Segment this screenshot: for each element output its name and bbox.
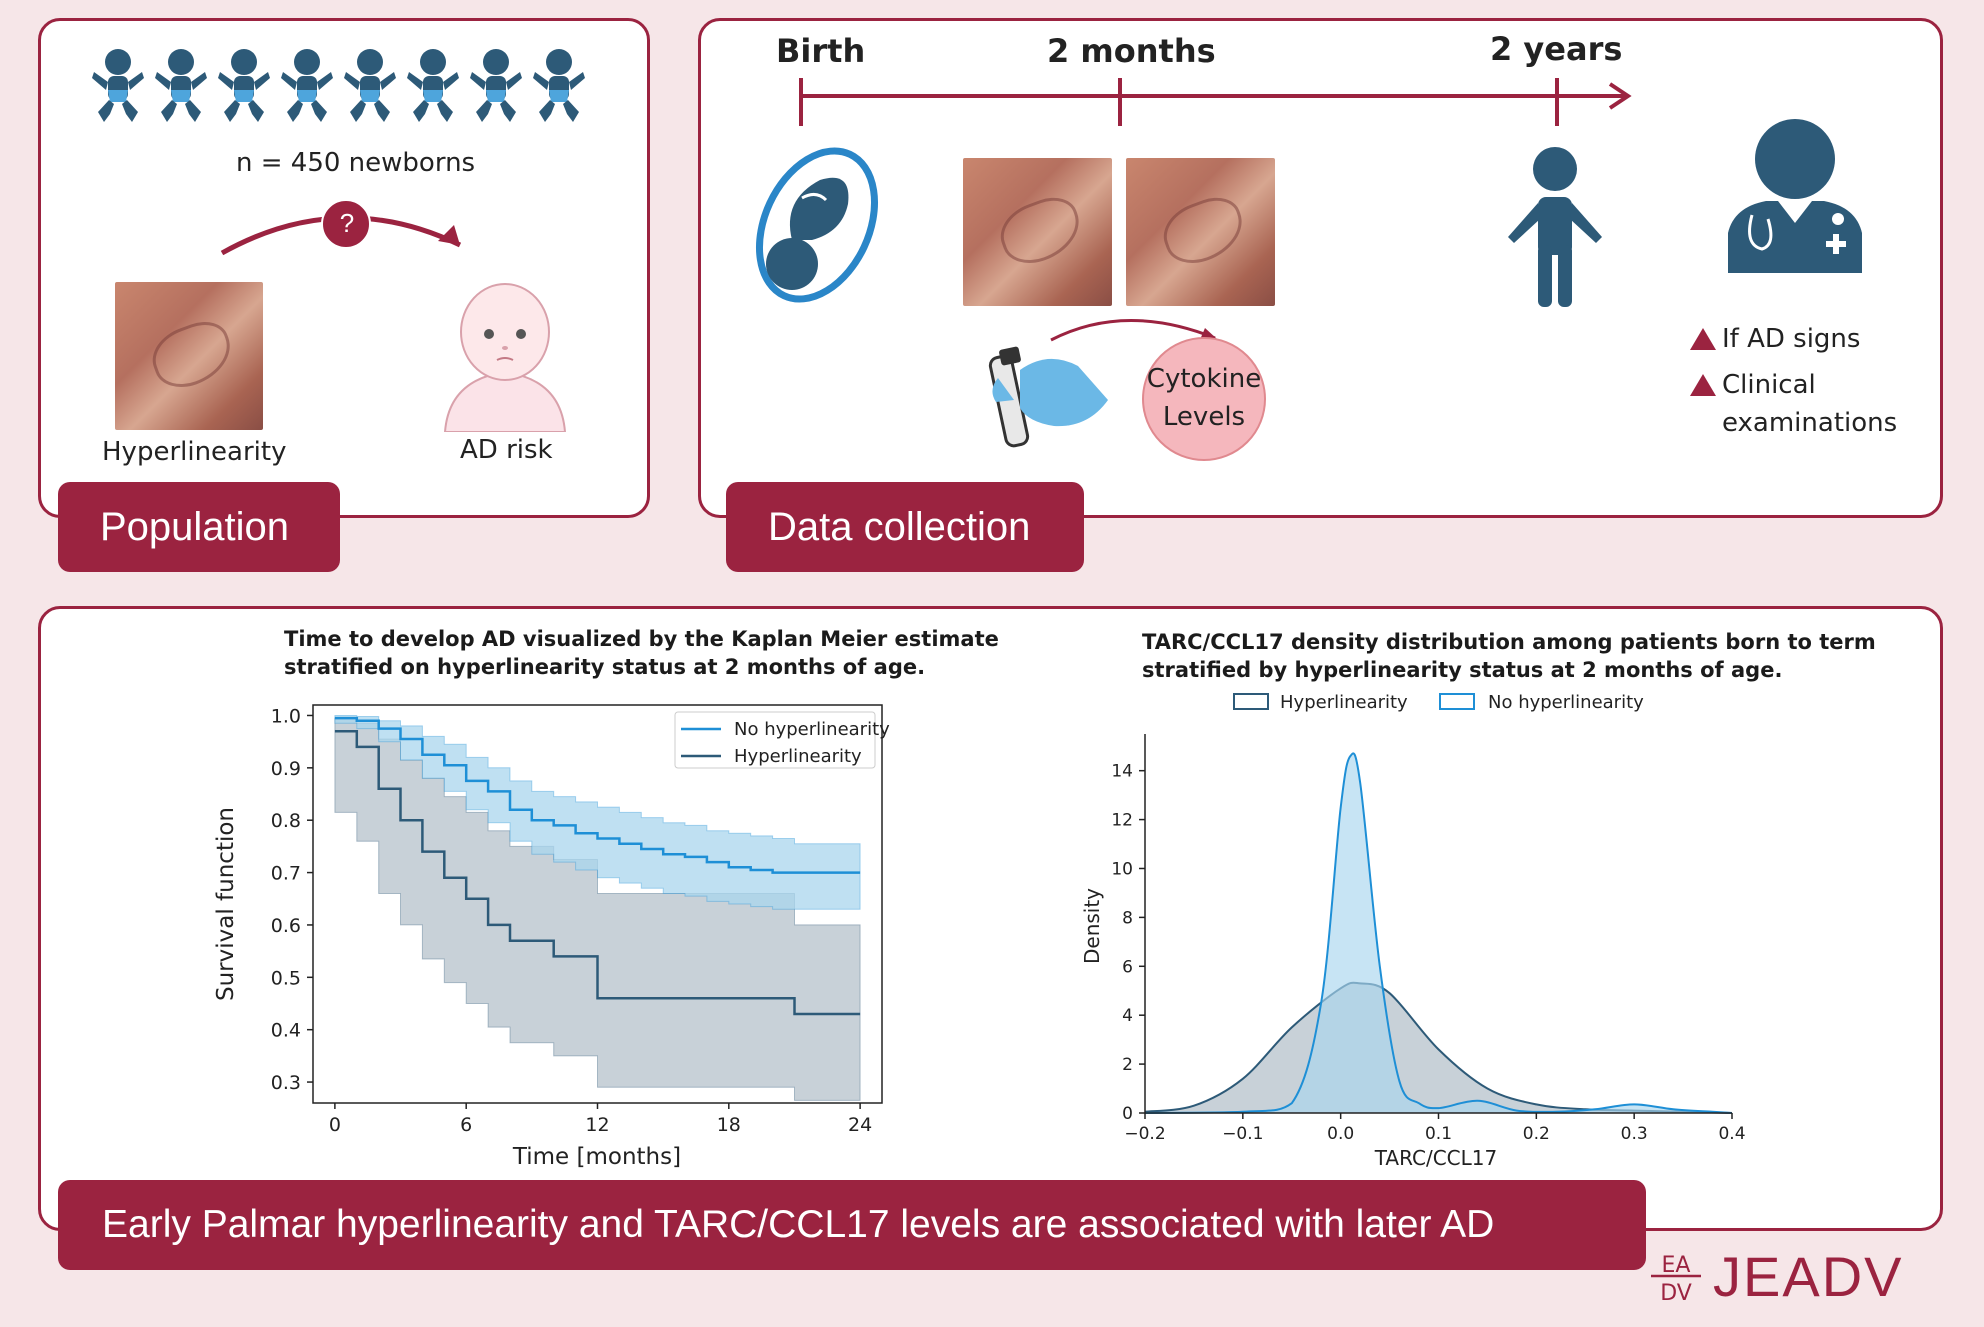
- density-xtick-label: 0.0: [1327, 1124, 1354, 1144]
- newborns-icon-row: [92, 49, 585, 122]
- logo-mark-top: EA: [1662, 1253, 1691, 1278]
- sample-size-label: n = 450 newborns: [236, 148, 476, 178]
- km-chart-title-line1: Time to develop AD visualized by the Kap…: [284, 627, 999, 651]
- km-chart-title-line2: stratified on hyperlinearity status at 2…: [284, 655, 926, 679]
- risk-arrow: [220, 199, 462, 256]
- timeline-label-birth: Birth: [776, 32, 866, 70]
- km-ytick-label: 0.7: [271, 863, 301, 885]
- km-chart: 1.0 0.9 0.8 0.7 0.6 0.5 0.4 0.3 0 6 12 18 24 Time […: [213, 704, 890, 1170]
- km-ytick-label: 0.6: [271, 915, 301, 937]
- jeadv-logo-text: JEADV: [1713, 1245, 1904, 1308]
- km-ytick-label: 0.4: [271, 1020, 301, 1042]
- km-series-line: [334, 729, 861, 1016]
- palm-photo-right: [1126, 158, 1275, 306]
- km-ytick-label: 0.8: [271, 810, 301, 832]
- density-xtick-label: −0.2: [1124, 1124, 1165, 1144]
- doctor-icon: [1728, 119, 1862, 273]
- density-chart-title-line1: TARC/CCL17 density distribution among pa…: [1142, 630, 1876, 654]
- km-legend-label-hyperlinearity: Hyperlinearity: [734, 746, 862, 767]
- km-xtick-label: 0: [329, 1114, 341, 1136]
- density-area: [1145, 982, 1732, 1113]
- km-ytick-label: 1.0: [271, 705, 301, 727]
- km-xtick-label: 24: [848, 1114, 872, 1136]
- population-tab: Population: [58, 482, 340, 572]
- child-icon: [1508, 147, 1602, 307]
- cytokine-label-line2: Levels: [1162, 402, 1246, 432]
- density-chart-title-line2: stratified by hyperlinearity status at 2…: [1142, 658, 1783, 682]
- timeline-label-2-months: 2 months: [1047, 32, 1216, 70]
- timeline-label-2-years: 2 years: [1490, 30, 1623, 68]
- note-triangle-icon-1: [1690, 328, 1716, 350]
- km-xtick-label: 18: [717, 1114, 741, 1136]
- question-mark: ?: [339, 208, 355, 238]
- density-legend-label-no-hyperlinearity: No hyperlinearity: [1488, 692, 1644, 713]
- density-xtick-label: 0.4: [1718, 1124, 1745, 1144]
- logo-mark-bottom: DV: [1660, 1281, 1692, 1306]
- hyperlinearity-label: Hyperlinearity: [102, 437, 287, 467]
- km-ytick-label: 0.5: [271, 967, 301, 989]
- density-ytick-label: 2: [1122, 1055, 1133, 1075]
- density-ytick-label: 8: [1122, 908, 1133, 928]
- infant-face-icon: [443, 283, 567, 432]
- note-triangle-icon-2: [1690, 374, 1716, 396]
- density-xtick-label: 0.3: [1621, 1124, 1648, 1144]
- note-examinations: examinations: [1722, 408, 1898, 438]
- density-chart: Hyperlinearity No hyperlinearity 0 2 4 6 8 10…: [1080, 692, 1746, 1170]
- density-curve: [1144, 752, 1733, 1114]
- cytokine-circle: [1142, 337, 1266, 461]
- palm-photo-left: [963, 158, 1112, 306]
- density-ytick-label: 4: [1122, 1006, 1133, 1026]
- data-collection-tab: Data collection: [726, 482, 1084, 572]
- timeline-arrow: [799, 78, 1632, 126]
- density-ytick-label: 14: [1111, 762, 1133, 782]
- density-xtick-label: 0.2: [1523, 1124, 1550, 1144]
- km-series-line: [334, 716, 861, 874]
- km-legend-label-no-hyperlinearity: No hyperlinearity: [734, 719, 890, 740]
- density-legend-label-hyperlinearity: Hyperlinearity: [1280, 692, 1408, 713]
- density-ytick-label: 6: [1122, 957, 1133, 977]
- density-ytick-label: 0: [1122, 1104, 1133, 1124]
- km-ytick-label: 0.9: [271, 758, 301, 780]
- ad-risk-label: AD risk: [460, 435, 553, 465]
- population-panel: [38, 18, 650, 518]
- density-ytick-label: 10: [1111, 859, 1133, 879]
- fetus-icon: [755, 147, 879, 303]
- km-ytick-label: 0.3: [271, 1072, 301, 1094]
- km-xlabel: Time [months]: [512, 1144, 681, 1170]
- density-legend-swatch-hyperlinearity: [1233, 693, 1269, 710]
- density-ylabel: Density: [1080, 888, 1104, 964]
- density-xtick-label: −0.1: [1222, 1124, 1263, 1144]
- cytokine-label-line1: Cytokine: [1146, 364, 1262, 394]
- palm-photo: [115, 282, 263, 430]
- km-xtick-label: 6: [460, 1114, 472, 1136]
- note-ad-signs: If AD signs: [1722, 324, 1861, 354]
- conclusion-banner: Early Palmar hyperlinearity and TARC/CCL…: [58, 1180, 1646, 1270]
- km-xtick-label: 12: [585, 1114, 609, 1136]
- jeadv-logo-mark: EA DV: [1651, 1253, 1701, 1306]
- density-legend-swatch-no-hyperlinearity: [1439, 693, 1475, 710]
- density-xtick-label: 0.1: [1425, 1124, 1452, 1144]
- density-ytick-label: 12: [1111, 811, 1133, 831]
- blood-sample-hand-icon: [988, 346, 1108, 448]
- note-clinical: Clinical: [1722, 370, 1816, 400]
- km-ylabel: Survival function: [213, 807, 239, 1001]
- km-ci-band: [334, 715, 861, 910]
- baby-icon: [92, 49, 144, 122]
- km-legend-box: [674, 711, 876, 769]
- density-xlabel: TARC/CCL17: [1374, 1146, 1497, 1170]
